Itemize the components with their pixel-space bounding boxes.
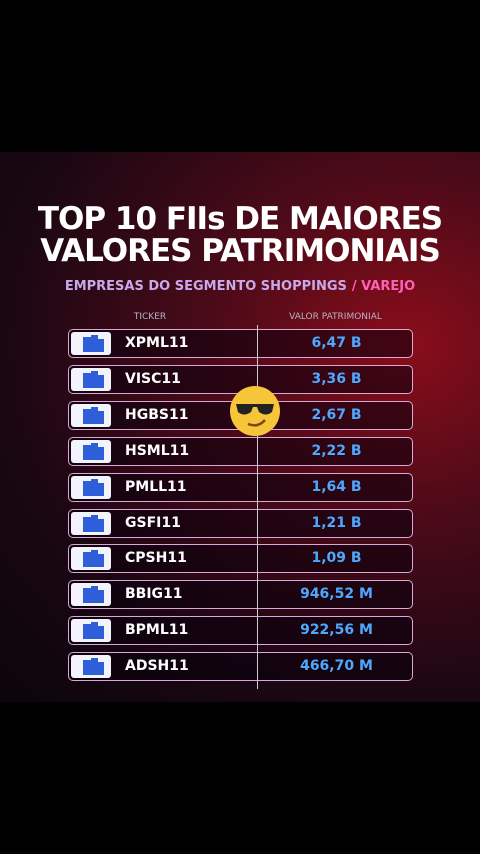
column-header: VALOR PATRIMONIAL: [289, 312, 382, 322]
building-icon: [71, 403, 111, 427]
table-row: XPML11 6,47 B: [68, 329, 413, 358]
icon-block: [91, 478, 98, 496]
building-icon: [71, 475, 111, 499]
icon-block: [83, 588, 91, 604]
icon-block: [83, 552, 91, 568]
table-row: CPSH11 1,09 B: [68, 544, 413, 574]
building-icon: [71, 547, 111, 571]
value: 6,47 B: [311, 335, 362, 351]
icon-block: [83, 660, 91, 676]
ticker: HSML11: [125, 442, 190, 459]
value: 2,22 B: [311, 442, 362, 459]
icon-block: [83, 337, 91, 352]
building-icon: [71, 511, 111, 535]
icon-block: [83, 372, 91, 388]
table-row: VISC11 3,36 B: [68, 364, 413, 394]
icon-block: [98, 410, 104, 424]
ticker: HGBS11: [125, 406, 189, 423]
icon-block: [91, 514, 98, 532]
value: 1,21 B: [311, 514, 362, 531]
building-icon: [71, 332, 111, 355]
title-line: VALORES PATRIMONIAIS: [40, 233, 441, 269]
icon-block: [83, 516, 91, 532]
ticker: CPSH11: [125, 550, 187, 567]
icon-block: [98, 482, 104, 496]
ticker: VISC11: [125, 370, 181, 387]
icon-block: [98, 590, 104, 604]
ticker: BPML11: [125, 622, 189, 639]
icon-block: [83, 444, 91, 460]
icon-block: [83, 624, 91, 640]
table-row: PMLL11 1,64 B: [68, 472, 413, 502]
icon-block: [91, 622, 98, 640]
icon-block: [98, 374, 104, 388]
icon-block: [91, 370, 98, 388]
icon-block: [98, 518, 104, 532]
column-header: TICKER: [133, 312, 167, 322]
icon-block: [98, 339, 104, 352]
value: 2,67 B: [311, 406, 362, 423]
icon-block: [98, 626, 104, 640]
building-icon: [71, 583, 111, 607]
icon-block: [98, 554, 104, 568]
ticker: ADSH11: [125, 658, 189, 675]
icon-block: [91, 550, 98, 568]
table-row: BBIG11 946,52 M: [68, 580, 413, 610]
icon-block: [91, 586, 98, 604]
icon-block: [83, 480, 91, 496]
ticker: XPML11: [125, 335, 189, 351]
emoji: [230, 386, 280, 436]
value: 3,36 B: [311, 370, 362, 387]
building-icon: [71, 367, 111, 391]
building-icon: [71, 619, 111, 643]
title-line: TOP 10 FIIs DE MAIORES: [37, 201, 443, 237]
divider: [257, 325, 258, 689]
table-row: ADSH11 466,70 M: [68, 652, 413, 682]
subtitle-part: / VAREJO: [351, 279, 416, 294]
table-row: HSML11 2,22 B: [68, 436, 413, 466]
icon-block: [91, 335, 98, 352]
icon-block: [98, 662, 104, 676]
icon-block: [83, 408, 91, 424]
building-icon: [71, 439, 111, 463]
value: 922,56 M: [300, 622, 373, 639]
subtitle-part: EMPRESAS DO SEGMENTO SHOPPINGS: [64, 279, 347, 294]
value: 1,64 B: [311, 478, 362, 495]
building-icon: [71, 655, 111, 679]
icon-block: [98, 446, 104, 460]
subtitle: EMPRESAS DO SEGMENTO SHOPPINGS / VAREJO: [0, 279, 480, 294]
table-row: GSFI11 1,21 B: [68, 508, 413, 538]
value: 1,09 B: [311, 550, 362, 567]
icon-block: [91, 406, 98, 424]
ticker: BBIG11: [125, 586, 183, 603]
icon-block: [91, 442, 98, 460]
ticker: PMLL11: [125, 478, 187, 495]
icon-block: [91, 658, 98, 676]
ticker: GSFI11: [125, 514, 181, 531]
value: 946,52 M: [300, 586, 373, 603]
table-row: BPML11 922,56 M: [68, 616, 413, 646]
value: 466,70 M: [300, 658, 373, 675]
